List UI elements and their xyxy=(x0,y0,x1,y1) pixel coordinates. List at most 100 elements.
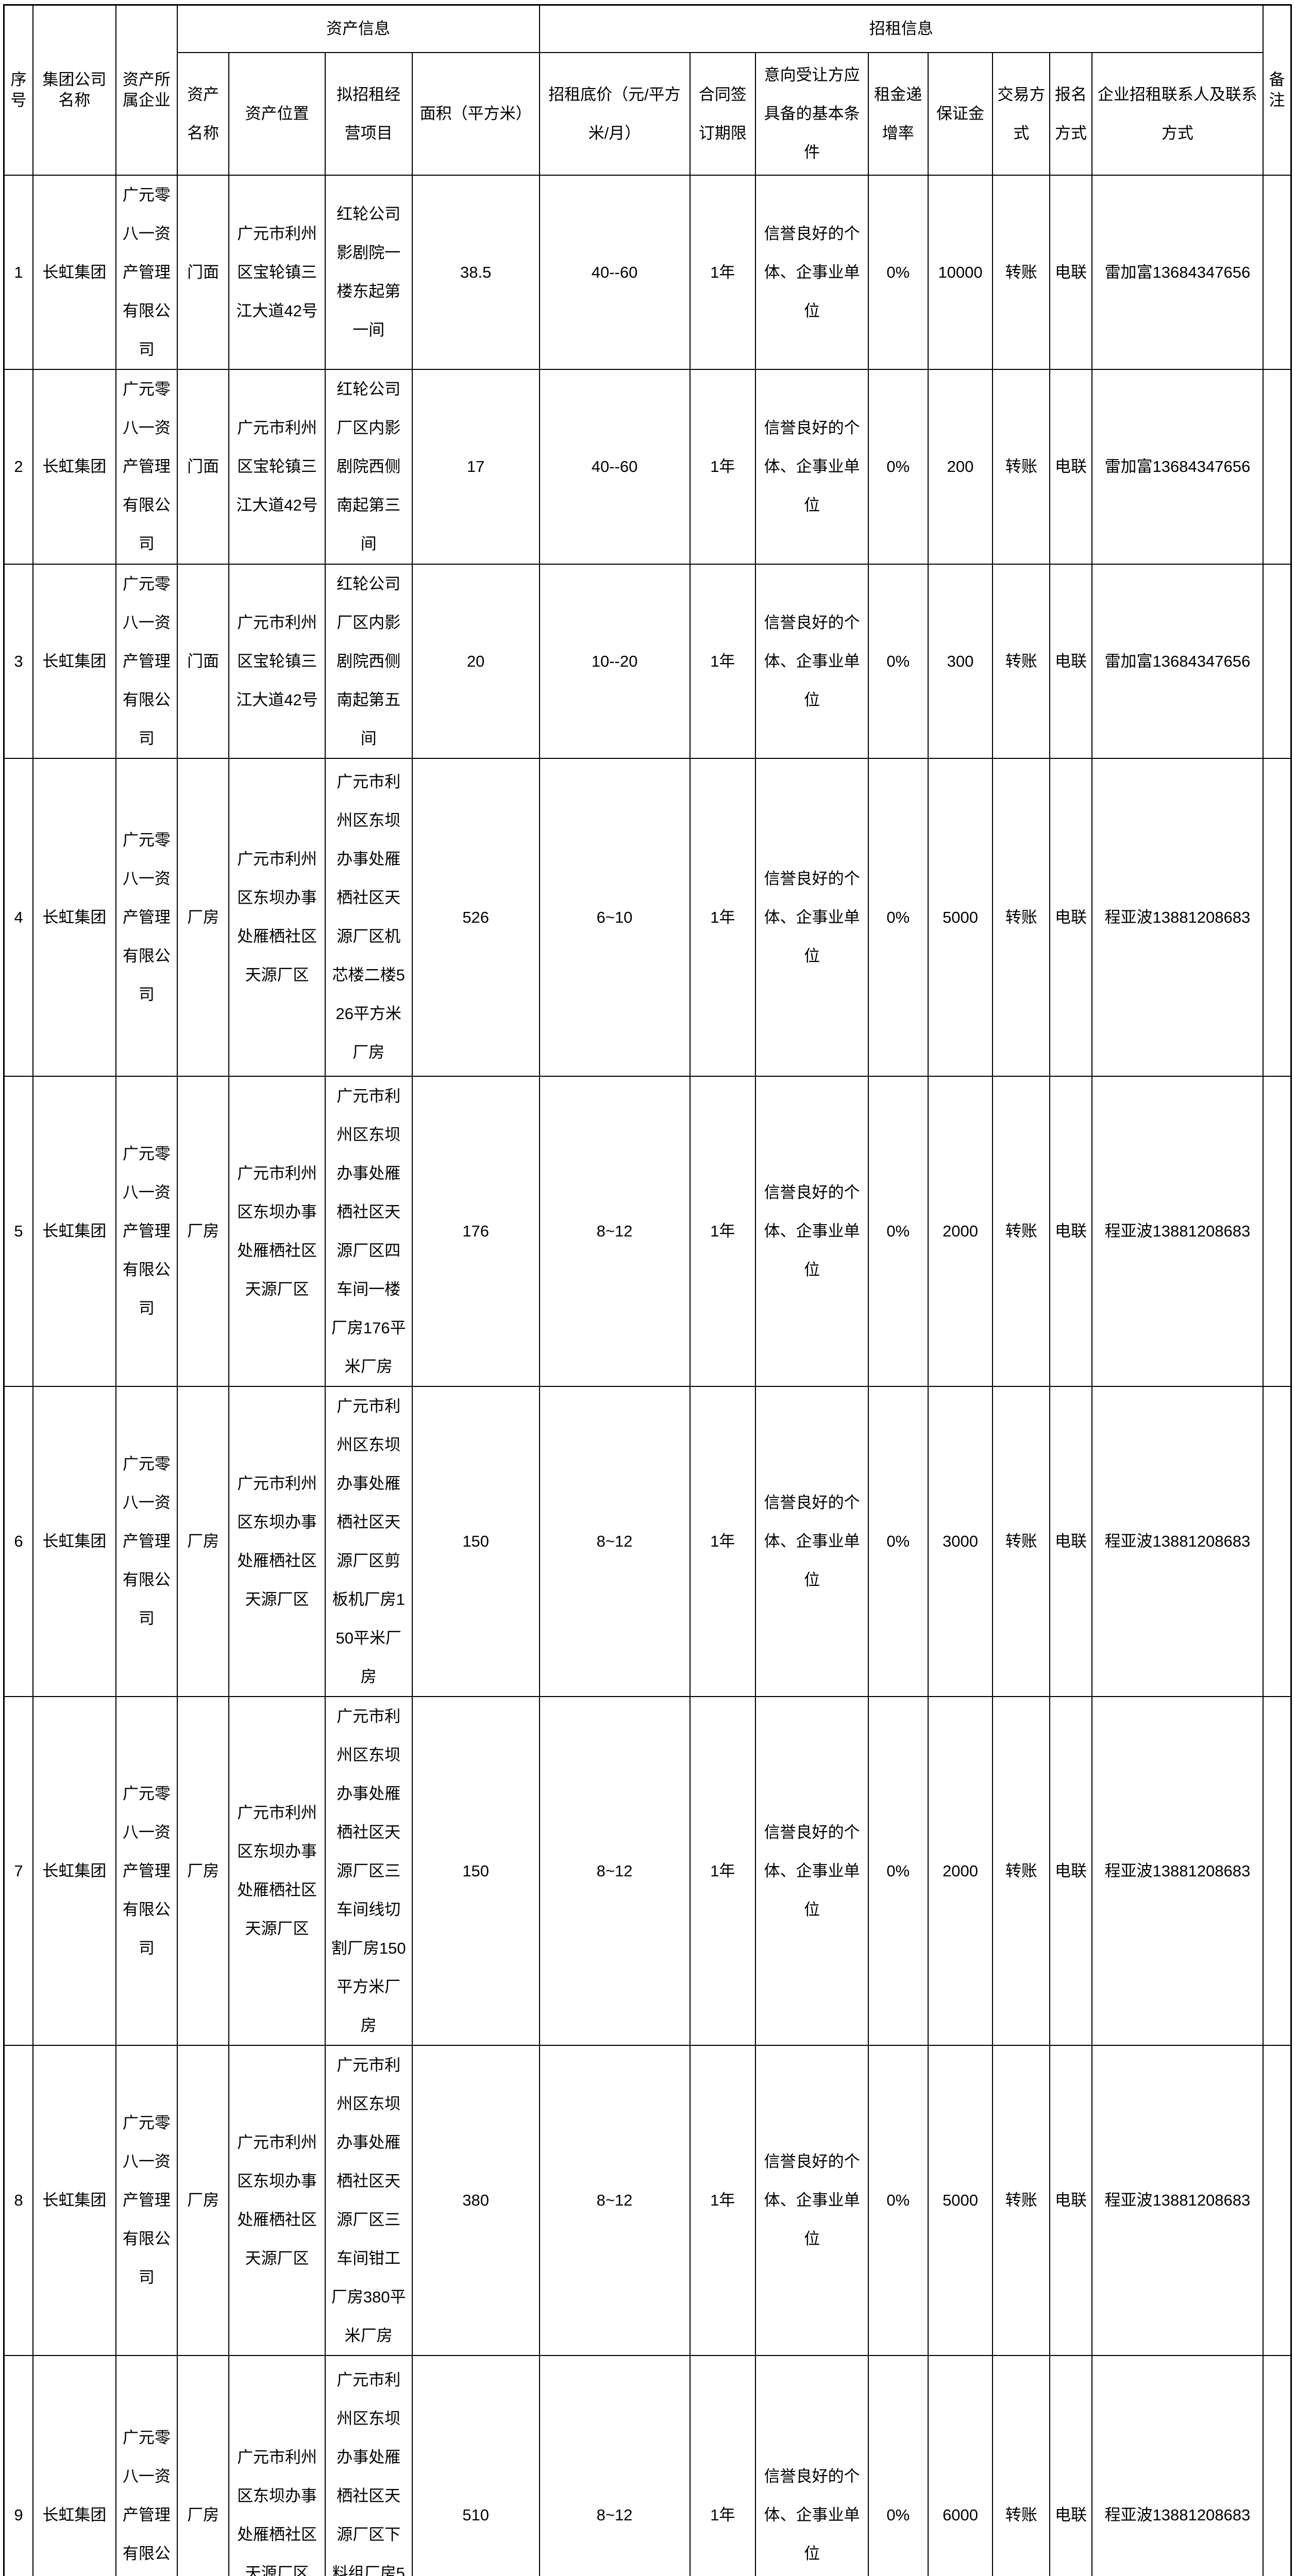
cell-project: 广元市利州区东坝办事处雁栖社区天源厂区下料组厂房510平米厂房 xyxy=(324,2354,413,2576)
cell-rent-increase: 0% xyxy=(867,1075,929,1387)
cell-project: 广元市利州区东坝办事处雁栖社区天源厂区四车间一楼厂房176平米厂房 xyxy=(324,1075,413,1387)
cell-owner: 广元零八一资产管理有限公司 xyxy=(115,563,178,759)
cell-note xyxy=(1263,1696,1292,2046)
cell-owner: 广元零八一资产管理有限公司 xyxy=(115,1385,178,1697)
cell-group-name: 长虹集团 xyxy=(32,563,116,759)
cell-owner: 广元零八一资产管理有限公司 xyxy=(115,2044,178,2356)
cell-location: 广元市利州区宝轮镇三江大道42号 xyxy=(228,563,326,759)
cell-group-name: 长虹集团 xyxy=(32,174,116,370)
asset-rental-table: 序号 集团公司名称 资产所属企业 资产信息 招租信息 备注 资产名称 资产位置 … xyxy=(3,4,1292,2576)
col-header-condition: 意向受让方应具备的基本条件 xyxy=(755,52,869,176)
cell-signup-method: 电联 xyxy=(1049,2044,1092,2356)
cell-deposit: 10000 xyxy=(927,174,994,370)
cell-term: 1年 xyxy=(689,174,756,370)
cell-no: 5 xyxy=(3,1075,33,1387)
cell-floor-price: 6~10 xyxy=(539,757,691,1077)
col-header-group-company: 集团公司名称 xyxy=(32,4,116,176)
col-header-term: 合同签订期限 xyxy=(689,52,756,176)
cell-group-name: 长虹集团 xyxy=(32,2044,116,2356)
col-group-asset-info: 资产信息 xyxy=(176,4,540,53)
cell-note xyxy=(1263,174,1292,370)
cell-asset-name: 厂房 xyxy=(176,1385,230,1697)
cell-owner: 广元零八一资产管理有限公司 xyxy=(115,2354,178,2576)
table-header: 序号 集团公司名称 资产所属企业 资产信息 招租信息 备注 资产名称 资产位置 … xyxy=(3,4,1292,176)
cell-owner: 广元零八一资产管理有限公司 xyxy=(115,757,178,1077)
header-group-row: 序号 集团公司名称 资产所属企业 资产信息 招租信息 备注 xyxy=(3,4,1292,176)
col-header-area: 面积（平方米） xyxy=(411,52,540,176)
cell-area: 150 xyxy=(411,1385,540,1697)
cell-asset-name: 厂房 xyxy=(176,1696,230,2046)
cell-area: 380 xyxy=(411,2044,540,2356)
table-row: 3 长虹集团 广元零八一资产管理有限公司 门面 广元市利州区宝轮镇三江大道42号 红轮公司… xyxy=(3,563,1292,759)
cell-group-name: 长虹集团 xyxy=(32,757,116,1077)
cell-deposit: 5000 xyxy=(927,757,994,1077)
col-header-signup-method: 报名方式 xyxy=(1049,52,1092,176)
cell-location: 广元市利州区宝轮镇三江大道42号 xyxy=(228,368,326,565)
col-header-rent-increase: 租金递增率 xyxy=(867,52,929,176)
cell-floor-price: 40--60 xyxy=(539,174,691,370)
col-header-note: 备注 xyxy=(1263,4,1292,176)
cell-floor-price: 40--60 xyxy=(539,368,691,565)
cell-term: 1年 xyxy=(689,2044,756,2356)
cell-owner: 广元零八一资产管理有限公司 xyxy=(115,368,178,565)
cell-asset-name: 门面 xyxy=(176,563,230,759)
cell-group-name: 长虹集团 xyxy=(32,1696,116,2046)
cell-trade-method: 转账 xyxy=(992,1696,1051,2046)
cell-rent-increase: 0% xyxy=(867,174,929,370)
col-header-floor-price: 招租底价（元/平方米/月） xyxy=(539,52,691,176)
cell-contact: 程亚波13881208683 xyxy=(1091,2354,1264,2576)
cell-floor-price: 10--20 xyxy=(539,563,691,759)
col-header-owner: 资产所属企业 xyxy=(115,4,178,176)
cell-contact: 程亚波13881208683 xyxy=(1091,2044,1264,2356)
cell-location: 广元市利州区东坝办事处雁栖社区天源厂区 xyxy=(228,2354,326,2576)
cell-no: 9 xyxy=(3,2354,33,2576)
cell-project: 广元市利州区东坝办事处雁栖社区天源厂区三车间钳工厂房380平米厂房 xyxy=(324,2044,413,2356)
cell-rent-increase: 0% xyxy=(867,563,929,759)
cell-contact: 程亚波13881208683 xyxy=(1091,757,1264,1077)
cell-asset-name: 门面 xyxy=(176,368,230,565)
cell-note xyxy=(1263,1385,1292,1697)
table-row: 7 长虹集团 广元零八一资产管理有限公司 厂房 广元市利州区东坝办事处雁栖社区天源厂区广… xyxy=(3,1696,1292,2046)
cell-signup-method: 电联 xyxy=(1049,1385,1092,1697)
cell-project: 广元市利州区东坝办事处雁栖社区天源厂区三车间线切割厂房150平方米厂房 xyxy=(324,1696,413,2046)
cell-asset-name: 厂房 xyxy=(176,757,230,1077)
cell-area: 510 xyxy=(411,2354,540,2576)
cell-location: 广元市利州区东坝办事处雁栖社区天源厂区 xyxy=(228,2044,326,2356)
cell-trade-method: 转账 xyxy=(992,2354,1051,2576)
cell-contact: 雷加富13684347656 xyxy=(1091,368,1264,565)
cell-note xyxy=(1263,1075,1292,1387)
cell-asset-name: 厂房 xyxy=(176,2044,230,2356)
cell-project: 红轮公司影剧院一楼东起第一间 xyxy=(324,174,413,370)
cell-contact: 雷加富13684347656 xyxy=(1091,174,1264,370)
table-row: 2 长虹集团 广元零八一资产管理有限公司 门面 广元市利州区宝轮镇三江大道42号 红轮公司… xyxy=(3,368,1292,565)
cell-signup-method: 电联 xyxy=(1049,174,1092,370)
cell-term: 1年 xyxy=(689,563,756,759)
cell-note xyxy=(1263,563,1292,759)
cell-rent-increase: 0% xyxy=(867,1385,929,1697)
cell-signup-method: 电联 xyxy=(1049,2354,1092,2576)
cell-location: 广元市利州区东坝办事处雁栖社区天源厂区 xyxy=(228,1385,326,1697)
cell-area: 17 xyxy=(411,368,540,565)
cell-no: 4 xyxy=(3,757,33,1077)
cell-group-name: 长虹集团 xyxy=(32,1075,116,1387)
cell-contact: 雷加富13684347656 xyxy=(1091,563,1264,759)
cell-condition: 信誉良好的个体、企事业单位 xyxy=(755,2044,869,2356)
cell-contact: 程亚波13881208683 xyxy=(1091,1385,1264,1697)
col-group-rental-info: 招租信息 xyxy=(539,4,1264,53)
cell-deposit: 5000 xyxy=(927,2044,994,2356)
cell-project: 红轮公司厂区内影剧院西侧南起第三间 xyxy=(324,368,413,565)
cell-rent-increase: 0% xyxy=(867,2354,929,2576)
cell-term: 1年 xyxy=(689,757,756,1077)
cell-no: 2 xyxy=(3,368,33,565)
cell-location: 广元市利州区东坝办事处雁栖社区天源厂区 xyxy=(228,1696,326,2046)
cell-term: 1年 xyxy=(689,1075,756,1387)
cell-deposit: 3000 xyxy=(927,1385,994,1697)
cell-floor-price: 8~12 xyxy=(539,1075,691,1387)
table-body: 1 长虹集团 广元零八一资产管理有限公司 门面 广元市利州区宝轮镇三江大道42号 红轮公司… xyxy=(3,174,1292,2576)
cell-owner: 广元零八一资产管理有限公司 xyxy=(115,1696,178,2046)
cell-asset-name: 门面 xyxy=(176,174,230,370)
col-header-trade-method: 交易方式 xyxy=(992,52,1051,176)
cell-no: 3 xyxy=(3,563,33,759)
cell-trade-method: 转账 xyxy=(992,757,1051,1077)
cell-project: 广元市利州区东坝办事处雁栖社区天源厂区机芯楼二楼526平方米厂房 xyxy=(324,757,413,1077)
